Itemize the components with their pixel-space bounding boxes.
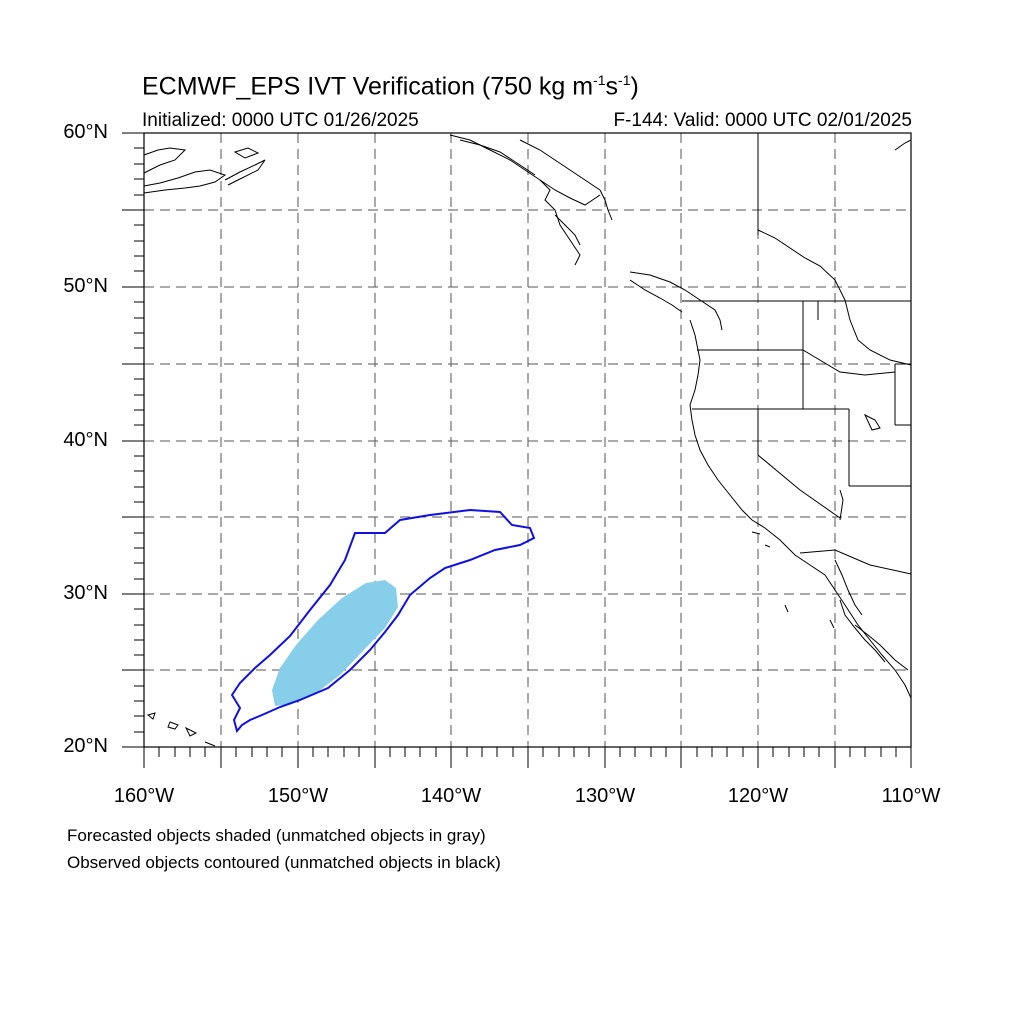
minor-ticks bbox=[134, 147, 897, 757]
initialized-label: Initialized: 0000 UTC 01/26/2025 bbox=[142, 110, 419, 131]
lon-label-120w: 120°W bbox=[727, 785, 789, 807]
valid-time-label: F-144: Valid: 0000 UTC 02/01/2025 bbox=[613, 110, 912, 131]
coastlines bbox=[143, 134, 912, 747]
legend-observed-note: Observed objects contoured (unmatched ob… bbox=[67, 853, 501, 872]
tick-marks bbox=[122, 132, 912, 768]
grid-lines bbox=[144, 133, 911, 747]
lon-label-150w: 150°W bbox=[267, 785, 329, 807]
political-boundaries bbox=[682, 133, 912, 575]
lon-label-160w: 160°W bbox=[113, 785, 175, 807]
lon-label-130w: 130°W bbox=[574, 785, 636, 807]
lat-label-50n: 50°N bbox=[63, 275, 108, 297]
lon-label-110w: 110°W bbox=[881, 785, 941, 807]
lat-label-60n: 60°N bbox=[63, 121, 108, 143]
lat-label-20n: 20°N bbox=[63, 735, 108, 757]
map-title: ECMWF_EPS IVT Verification (750 kg m-1s-… bbox=[142, 72, 639, 101]
lon-label-140w: 140°W bbox=[420, 785, 482, 807]
lat-label-40n: 40°N bbox=[63, 429, 108, 451]
observed-object-contour bbox=[230, 508, 536, 734]
lat-label-30n: 30°N bbox=[63, 582, 108, 604]
forecast-object-shaded bbox=[272, 580, 398, 706]
legend-forecast-note: Forecasted objects shaded (unmatched obj… bbox=[67, 826, 486, 845]
